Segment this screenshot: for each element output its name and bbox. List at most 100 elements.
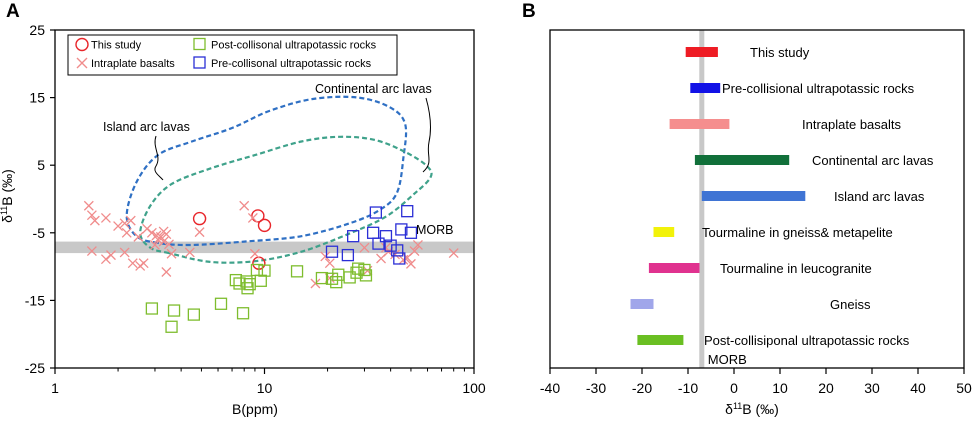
point-square bbox=[167, 304, 181, 317]
bar-continental-arc-lavas: Continental arc lavas bbox=[694, 153, 934, 168]
point-cross bbox=[448, 248, 459, 259]
x-tick-label: 10 bbox=[772, 380, 788, 396]
range-bar bbox=[653, 227, 675, 237]
x-tick-label: 20 bbox=[818, 380, 834, 396]
panel-b: B This study Pre-collisional ultrapotassi… bbox=[522, 1, 972, 417]
point-square bbox=[395, 223, 408, 236]
point-square bbox=[347, 230, 360, 243]
x-tick-label: 100 bbox=[462, 380, 486, 396]
annotation-morb-a: MORB bbox=[416, 223, 454, 237]
panel-a: A 1 10 100 25 15 5 -5 -15 -25 B(ppm) δ11B (‰) T… bbox=[0, 1, 486, 417]
x-tick-label: 50 bbox=[956, 380, 972, 396]
point-cross bbox=[138, 258, 149, 269]
point-cross bbox=[86, 246, 97, 257]
point-square bbox=[315, 271, 329, 285]
point-cross bbox=[164, 239, 174, 250]
legend-item-this-study: This study bbox=[75, 37, 142, 52]
series-pre-collisonal-ultrapotassic-rocks bbox=[325, 205, 418, 265]
point-square bbox=[404, 226, 418, 239]
legend-marker-circle bbox=[75, 37, 89, 52]
panel-b-plot-frame bbox=[549, 29, 965, 369]
range-bar bbox=[701, 191, 806, 201]
point-cross bbox=[359, 242, 370, 253]
point-cross bbox=[133, 231, 144, 242]
legend-label-post-collisional: Post-collisonal ultrapotassic rocks bbox=[211, 40, 377, 52]
point-square bbox=[379, 230, 393, 243]
panel-a-x-axis-title: B(ppm) bbox=[232, 401, 278, 417]
point-square bbox=[372, 237, 385, 250]
panel-a-y-axis-title: δ11B (‰) bbox=[0, 169, 15, 223]
point-cross bbox=[409, 246, 420, 257]
y-tick-label: 5 bbox=[37, 157, 45, 173]
y-tick-label: -25 bbox=[25, 360, 45, 376]
x-tick-label: 1 bbox=[51, 380, 59, 396]
point-cross bbox=[405, 258, 416, 269]
range-bar bbox=[669, 119, 730, 129]
point-square bbox=[343, 271, 356, 284]
point-square bbox=[366, 226, 380, 239]
y-tick-label: 25 bbox=[29, 22, 45, 38]
legend-item-intraplate: Intraplate basalts bbox=[76, 57, 175, 70]
point-cross bbox=[100, 254, 111, 265]
point-square bbox=[187, 308, 200, 321]
bar-post-collisiponal-ultrapotassic-rocks: Post-collisiponal ultrapotassic rocks bbox=[637, 333, 910, 348]
y-tick-label: -5 bbox=[33, 225, 46, 241]
point-square bbox=[236, 307, 250, 320]
point-square bbox=[258, 264, 271, 277]
point-cross bbox=[125, 215, 136, 226]
point-circle bbox=[192, 211, 207, 226]
point-square bbox=[359, 269, 373, 282]
legend-label-pre-collisional: Pre-collisonal ultrapotassic rocks bbox=[211, 58, 372, 70]
point-cross bbox=[184, 247, 195, 258]
leader-line-continental-arc bbox=[422, 97, 431, 173]
panel-a-legend: This study Post-collisonal ultrapotassic… bbox=[67, 34, 398, 76]
point-square bbox=[391, 244, 404, 257]
point-cross bbox=[247, 212, 258, 223]
point-cross bbox=[239, 200, 250, 211]
bar-label: Intraplate basalts bbox=[802, 117, 902, 132]
x-tick-label: -40 bbox=[540, 380, 560, 396]
point-square bbox=[341, 248, 355, 262]
point-square bbox=[241, 282, 254, 295]
point-cross bbox=[320, 251, 331, 262]
panel-b-label: B bbox=[522, 1, 536, 22]
range-bar bbox=[690, 83, 721, 93]
point-square bbox=[325, 272, 339, 285]
point-cross bbox=[155, 231, 166, 242]
point-cross bbox=[149, 240, 160, 250]
panel-b-x-axis-title: δ11B (‰) bbox=[725, 401, 779, 417]
range-bar bbox=[694, 155, 790, 165]
point-cross bbox=[89, 215, 100, 226]
point-circle bbox=[257, 218, 272, 233]
legend-label-this-study: This study bbox=[91, 40, 142, 52]
point-square bbox=[330, 275, 343, 289]
bar-label: Tourmaline in leucogranite bbox=[720, 261, 872, 276]
bar-label: Continental arc lavas bbox=[812, 153, 934, 168]
panel-a-label: A bbox=[6, 1, 20, 22]
point-cross bbox=[119, 247, 130, 258]
range-bar bbox=[685, 47, 718, 57]
point-square bbox=[393, 252, 406, 265]
point-square bbox=[325, 245, 339, 258]
point-cross bbox=[194, 227, 205, 238]
x-tick-label: 10 bbox=[257, 380, 273, 396]
x-tick-label: 0 bbox=[730, 380, 738, 396]
continental-arc-lavas-field bbox=[125, 95, 408, 247]
point-cross bbox=[121, 227, 132, 238]
point-cross bbox=[113, 221, 124, 231]
point-cross bbox=[310, 278, 321, 289]
bar-label: Tourmaline in gneiss& metapelite bbox=[702, 225, 893, 240]
bar-label: Post-collisiponal ultrapotassic rocks bbox=[704, 333, 910, 348]
annotation-island-arc: Island arc lavas bbox=[103, 120, 190, 134]
panel-a-plot-frame bbox=[54, 29, 475, 369]
point-cross bbox=[106, 250, 116, 261]
point-square bbox=[229, 273, 243, 287]
point-cross bbox=[86, 210, 97, 221]
point-square bbox=[233, 277, 246, 290]
point-square bbox=[165, 320, 178, 333]
point-cross bbox=[161, 267, 172, 277]
bar-label: Gneiss bbox=[830, 297, 871, 312]
point-cross bbox=[324, 258, 335, 269]
panel-b-morb-label: MORB bbox=[708, 352, 747, 367]
